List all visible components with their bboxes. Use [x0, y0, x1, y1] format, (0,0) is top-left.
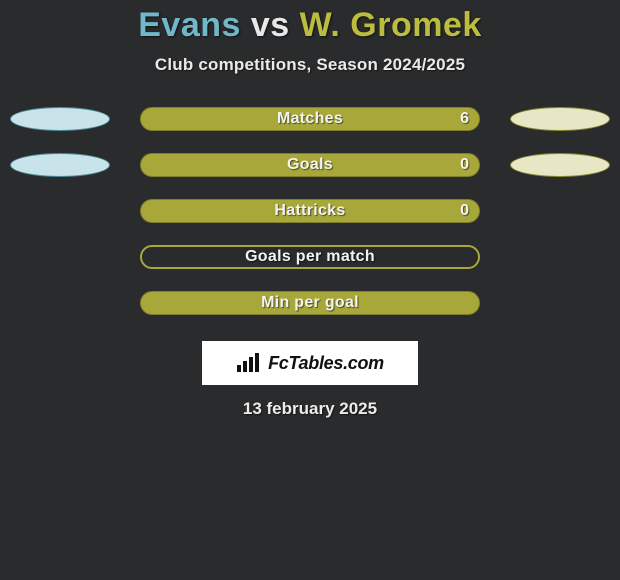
stat-rows: Matches 6 Goals 0 Hattricks 0 Goals per match M… — [0, 103, 620, 333]
stat-label: Min per goal — [261, 294, 359, 312]
stat-bar: Goals 0 — [140, 153, 480, 177]
stat-value-right: 0 — [460, 156, 469, 174]
stat-label: Matches — [277, 110, 343, 128]
stat-bar: Matches 6 — [140, 107, 480, 131]
stat-bar: Goals per match — [140, 245, 480, 269]
player2-pill — [510, 153, 610, 177]
stat-value-right: 6 — [460, 110, 469, 128]
stat-row: Goals per match — [0, 241, 620, 287]
stat-bar: Min per goal — [140, 291, 480, 315]
stat-row: Goals 0 — [0, 149, 620, 195]
player2-name: W. Gromek — [300, 6, 482, 44]
stat-label: Hattricks — [274, 202, 345, 220]
stat-row: Matches 6 — [0, 103, 620, 149]
source-badge: FcTables.com — [202, 341, 418, 385]
badge-text: FcTables.com — [268, 353, 384, 374]
stat-label: Goals — [287, 156, 333, 174]
vs-text: vs — [251, 6, 290, 44]
player2-pill — [510, 107, 610, 131]
stat-bar: Hattricks 0 — [140, 199, 480, 223]
player1-name: Evans — [138, 6, 241, 44]
infographic-container: Evans vs W. Gromek Club competitions, Se… — [0, 0, 620, 419]
stat-row: Min per goal — [0, 287, 620, 333]
date-text: 13 february 2025 — [0, 399, 620, 419]
player1-pill — [10, 153, 110, 177]
bars-icon — [236, 353, 262, 373]
stat-label: Goals per match — [245, 248, 375, 266]
stat-value-right: 0 — [460, 202, 469, 220]
subtitle: Club competitions, Season 2024/2025 — [0, 55, 620, 75]
stat-row: Hattricks 0 — [0, 195, 620, 241]
title: Evans vs W. Gromek — [0, 6, 620, 45]
player1-pill — [10, 107, 110, 131]
